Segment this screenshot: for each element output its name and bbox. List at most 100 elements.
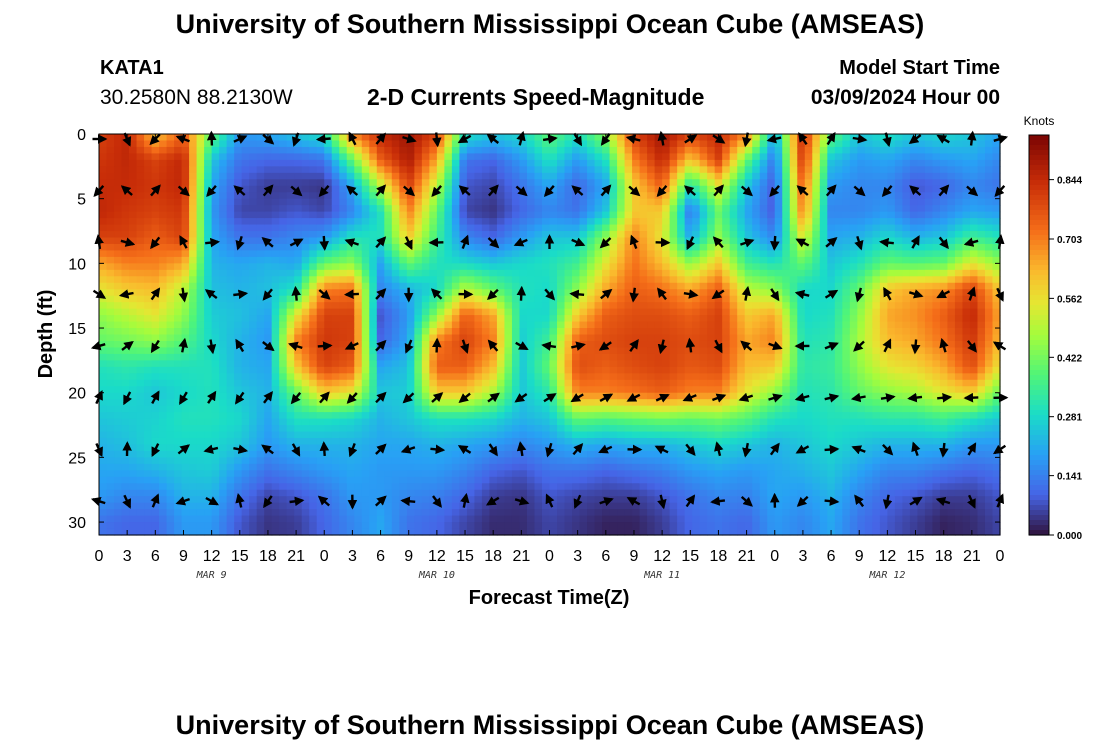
heatmap-cell: [594, 405, 603, 413]
heatmap-cell: [421, 334, 430, 342]
heatmap-cell: [602, 256, 611, 264]
heatmap-cell: [692, 502, 701, 510]
heatmap-cell: [421, 211, 430, 219]
heatmap-cell: [271, 425, 280, 433]
heatmap-cell: [602, 360, 611, 368]
heatmap-cell: [301, 198, 310, 206]
heatmap-cell: [286, 295, 295, 303]
heatmap-cell: [519, 321, 528, 329]
heatmap-cell: [309, 146, 318, 155]
heatmap-cell: [256, 166, 265, 174]
heatmap-cell: [211, 172, 220, 180]
heatmap-cell: [121, 515, 130, 523]
heatmap-cell: [677, 302, 686, 310]
heatmap-cell: [196, 373, 205, 381]
heatmap-cell: [121, 198, 130, 206]
heatmap-cell: [572, 250, 581, 258]
heatmap-cell: [557, 269, 566, 277]
heatmap-cell: [677, 483, 686, 491]
heatmap-cell: [474, 444, 483, 452]
heatmap-cell: [647, 496, 656, 504]
heatmap-cell: [677, 425, 686, 433]
heatmap-cell: [136, 489, 145, 497]
heatmap-cell: [496, 431, 506, 439]
heatmap-cell: [279, 412, 288, 420]
heatmap-cell: [564, 302, 573, 310]
heatmap-cell: [226, 457, 235, 465]
heatmap-cell: [406, 496, 415, 504]
heatmap-cell: [234, 386, 243, 394]
heatmap-cell: [271, 463, 280, 471]
heatmap-cell: [159, 205, 168, 213]
heatmap-cell: [526, 295, 536, 303]
heatmap-cell: [579, 483, 588, 491]
heatmap-cell: [474, 489, 483, 497]
heatmap-cell: [647, 528, 656, 536]
heatmap-cell: [204, 334, 213, 342]
heatmap-cell: [429, 308, 438, 316]
heatmap-cell: [572, 353, 581, 361]
heatmap-cell: [159, 185, 168, 193]
heatmap-cell: [444, 340, 453, 349]
heatmap-cell: [677, 192, 686, 200]
heatmap-cell: [256, 231, 265, 239]
heatmap-cell: [294, 263, 303, 271]
heatmap-cell: [647, 198, 656, 206]
heatmap-cell: [264, 205, 273, 213]
heatmap-cell: [271, 496, 280, 504]
heatmap-cell: [279, 321, 288, 329]
heatmap-cell: [632, 360, 641, 368]
heatmap-cell: [579, 476, 588, 484]
heatmap-cell: [451, 470, 460, 478]
heatmap-cell: [279, 211, 288, 219]
heatmap-cell: [444, 159, 453, 167]
heatmap-cell: [632, 470, 641, 478]
heatmap-cell: [541, 172, 551, 180]
heatmap-cell: [669, 289, 678, 297]
heatmap-cell: [451, 243, 460, 252]
heatmap-cell: [639, 224, 648, 232]
heatmap-cell: [669, 302, 678, 310]
heatmap-cell: [271, 211, 280, 219]
heatmap-cell: [609, 373, 618, 381]
heatmap-cell: [526, 437, 536, 446]
heatmap-cell: [421, 276, 430, 284]
heatmap-cell: [234, 353, 243, 361]
heatmap-cell: [541, 334, 551, 342]
heatmap-cell: [189, 231, 198, 239]
heatmap-cell: [399, 211, 408, 219]
heatmap-cell: [496, 353, 506, 361]
heatmap-cell: [662, 515, 671, 523]
heatmap-cell: [241, 308, 250, 316]
heatmap-cell: [361, 340, 370, 349]
heatmap-cell: [564, 412, 573, 420]
heatmap-cell: [384, 243, 393, 252]
heatmap-cell: [594, 172, 603, 180]
heatmap-cell: [106, 340, 115, 349]
heatmap-cell: [286, 276, 295, 284]
heatmap-cell: [331, 353, 340, 361]
heatmap-cell: [662, 457, 671, 465]
heatmap-cell: [594, 218, 603, 226]
heatmap-cell: [511, 347, 521, 355]
heatmap-cell: [309, 463, 318, 471]
heatmap-cell: [579, 463, 588, 471]
heatmap-cell: [564, 399, 573, 407]
heatmap-cell: [369, 179, 378, 187]
heatmap-cell: [301, 522, 310, 530]
heatmap-cell: [189, 515, 198, 523]
heatmap-cell: [196, 140, 205, 148]
heatmap-cell: [639, 172, 648, 180]
heatmap-cell: [159, 179, 168, 187]
heatmap-cell: [489, 192, 498, 200]
heatmap-cell: [406, 399, 415, 407]
heatmap-cell: [159, 224, 168, 232]
heatmap-cell: [346, 515, 355, 523]
heatmap-cell: [286, 224, 295, 232]
heatmap-cell: [309, 405, 318, 413]
heatmap-cell: [144, 315, 153, 323]
heatmap-cell: [647, 515, 656, 523]
heatmap-cell: [384, 392, 393, 400]
heatmap-cell: [256, 496, 265, 504]
heatmap-cell: [692, 522, 701, 530]
